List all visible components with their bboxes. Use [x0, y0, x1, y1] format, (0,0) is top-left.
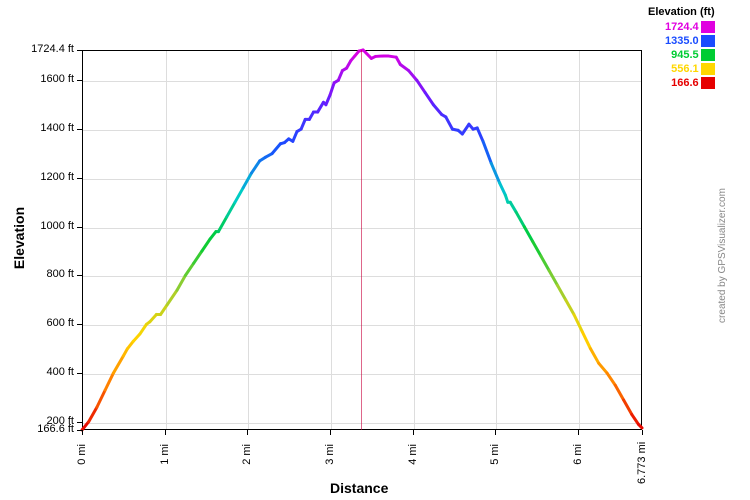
- xtick-label: 3 mi: [324, 444, 336, 484]
- ytick-label: 1400 ft: [40, 122, 74, 134]
- legend-item: 556.1: [648, 62, 715, 76]
- xtick-label: 4 mi: [407, 444, 419, 484]
- xtick-label: 0 mi: [76, 444, 88, 484]
- tick-y: [77, 129, 82, 130]
- tick-x: [642, 430, 643, 435]
- legend-item: 1335.0: [648, 34, 715, 48]
- legend-item: 1724.4: [648, 20, 715, 34]
- legend-swatch: [701, 49, 715, 61]
- legend-item: 166.6: [648, 76, 715, 90]
- ytick-label: 600 ft: [46, 317, 74, 329]
- ytick-label: 1000 ft: [40, 220, 74, 232]
- tick-y: [77, 275, 82, 276]
- legend-title: Elevation (ft): [648, 6, 715, 18]
- attribution-text: created by GPSVisualizer.com: [717, 188, 728, 323]
- xtick-label: 5 mi: [489, 444, 501, 484]
- tick-x: [578, 430, 579, 435]
- ytick-label: 200 ft: [46, 415, 74, 427]
- tick-y: [77, 422, 82, 423]
- legend-value: 556.1: [671, 63, 699, 75]
- tick-x: [82, 430, 83, 435]
- elevation-chart: Elevation Distance Elevation (ft) 1724.4…: [0, 0, 750, 500]
- legend-swatch: [701, 63, 715, 75]
- legend-value: 1724.4: [665, 21, 699, 33]
- y-axis-label: Elevation: [11, 207, 27, 269]
- tick-y: [77, 80, 82, 81]
- tick-x: [247, 430, 248, 435]
- legend-value: 1335.0: [665, 35, 699, 47]
- tick-x: [165, 430, 166, 435]
- ytick-label: 1600 ft: [40, 73, 74, 85]
- ytick-label: 1200 ft: [40, 171, 74, 183]
- xtick-label: 6.773 mi: [636, 444, 648, 484]
- tick-y: [77, 373, 82, 374]
- xtick-label: 2 mi: [241, 444, 253, 484]
- position-marker: [361, 50, 362, 430]
- elevation-legend: Elevation (ft) 1724.4 1335.0 945.5 556.1 166…: [648, 6, 715, 90]
- tick-y: [77, 178, 82, 179]
- tick-x: [330, 430, 331, 435]
- tick-y: [77, 227, 82, 228]
- tick-y: [77, 324, 82, 325]
- legend-item: 945.5: [648, 48, 715, 62]
- ytick-label: 1724.4 ft: [31, 43, 74, 55]
- legend-value: 945.5: [671, 49, 699, 61]
- xtick-label: 1 mi: [159, 444, 171, 484]
- ytick-label: 800 ft: [46, 268, 74, 280]
- tick-y: [77, 50, 82, 51]
- x-axis-label: Distance: [330, 480, 388, 496]
- tick-x: [495, 430, 496, 435]
- legend-swatch: [701, 35, 715, 47]
- xtick-label: 6 mi: [572, 444, 584, 484]
- ytick-label: 400 ft: [46, 366, 74, 378]
- legend-swatch: [701, 77, 715, 89]
- tick-x: [413, 430, 414, 435]
- legend-swatch: [701, 21, 715, 33]
- legend-value: 166.6: [671, 77, 699, 89]
- elevation-profile-line: [0, 0, 750, 500]
